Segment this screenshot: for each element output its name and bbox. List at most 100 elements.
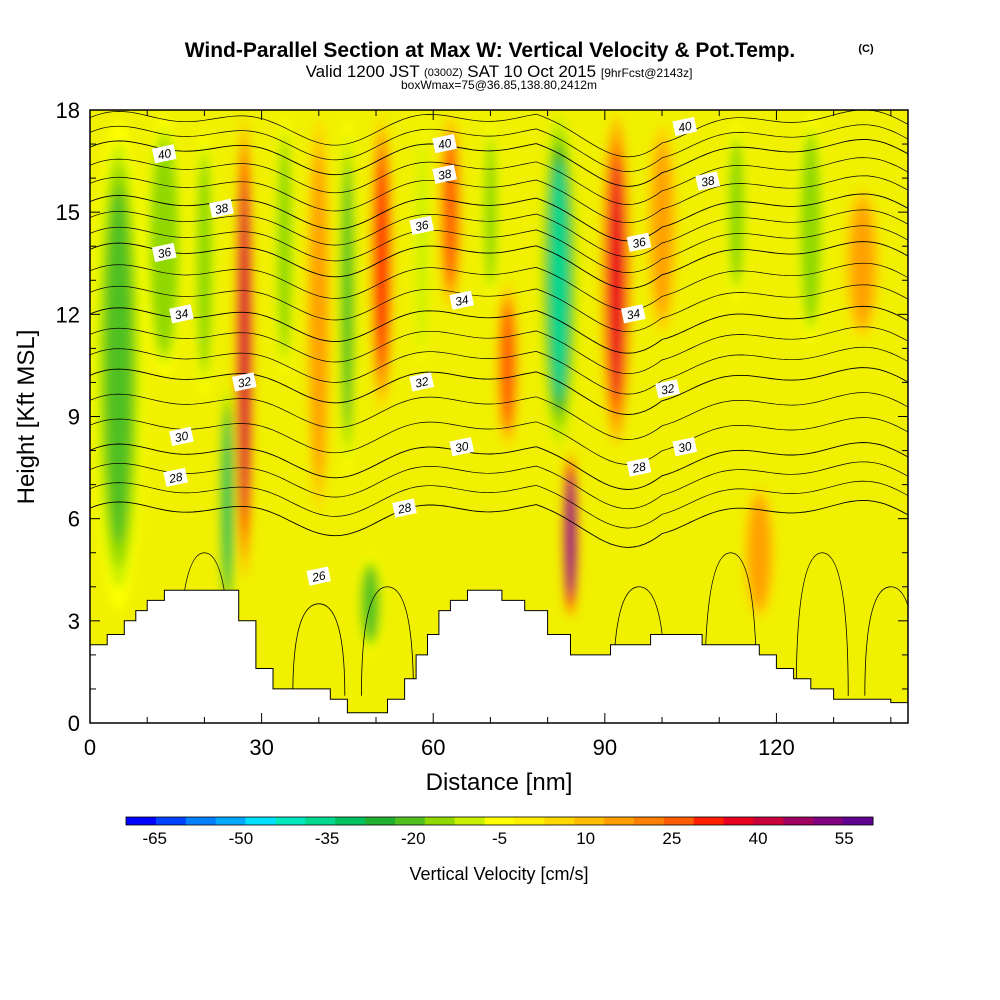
contour-label-text: 38 — [214, 200, 230, 217]
theta-contour-minor — [90, 110, 908, 158]
plot-area: 28 28 28 30 30 30 32 32 32 34 34 34 36 36 36 38 38 38 40 40… — [90, 110, 908, 723]
y-tick-label: 9 — [68, 405, 80, 430]
x-axis: 0 30 60 90 120 — [84, 110, 892, 760]
contour-label-text: 40 — [156, 146, 172, 163]
contour-label-text: 30 — [677, 439, 693, 456]
contour-label: 38 — [695, 171, 721, 191]
colorbar-swatch — [693, 817, 724, 825]
terrain — [90, 589, 908, 723]
velocity-column — [91, 119, 146, 612]
colorbar-swatch — [454, 817, 485, 825]
x-axis-label: Distance [nm] — [426, 769, 573, 796]
colorbar-swatch — [813, 817, 844, 825]
velocity-column — [191, 129, 217, 398]
x-tick-label: 120 — [758, 735, 795, 760]
colorbar-swatch — [335, 817, 366, 825]
contour-label-bg — [163, 467, 189, 487]
contour-label-text: 40 — [437, 136, 453, 153]
theta-contour-minor — [90, 225, 908, 273]
colorbar-tick-label: -35 — [315, 829, 340, 848]
contour-label-bg — [449, 437, 475, 457]
velocity-cell — [279, 150, 290, 342]
velocity-column — [647, 124, 678, 334]
colorbar-tick-label: -5 — [492, 829, 507, 848]
contour-label-text: 26 — [310, 568, 327, 585]
contour-label: 40 — [672, 116, 698, 137]
velocity-column — [480, 122, 501, 302]
velocity-cell — [501, 305, 514, 426]
theta-contour-minor — [90, 157, 908, 205]
velocity-column — [369, 115, 394, 411]
contour-label-bg — [409, 372, 435, 392]
velocity-cell — [653, 145, 671, 313]
contour-label: 30 — [169, 426, 194, 447]
contour-label-bg — [169, 426, 194, 447]
colorbar-swatch — [484, 817, 515, 825]
theta-contour-low — [704, 552, 758, 696]
contour-label-text: 34 — [454, 292, 470, 309]
chart-title: Wind-Parallel Section at Max W: Vertical… — [185, 39, 796, 62]
contour-label: 40 — [432, 133, 457, 154]
colorbar-swatch — [544, 817, 575, 825]
velocity-column — [744, 487, 775, 619]
colorbar-swatch — [126, 817, 157, 825]
contour-label-text: 36 — [414, 217, 430, 234]
colorbar-label: Vertical Velocity [cm/s] — [409, 864, 588, 884]
contour-label-text: 32 — [414, 374, 430, 391]
velocity-cell — [197, 155, 212, 371]
forecast-info: [9hrFcst@2143z] — [601, 66, 693, 80]
contour-label-bg — [432, 164, 457, 184]
contour-label-text: 36 — [631, 234, 647, 251]
velocity-column — [219, 386, 235, 617]
contour-label: 28 — [163, 467, 189, 487]
contour-label: 36 — [409, 215, 435, 235]
velocity-cell — [752, 505, 767, 601]
contour-label-text: 28 — [396, 500, 413, 517]
colorbar-tick-label: -50 — [229, 829, 254, 848]
contour-label: 36 — [151, 242, 177, 263]
theta-contour — [90, 367, 908, 415]
theta-contour-minor — [90, 124, 908, 172]
theta-contour-minor — [90, 480, 908, 529]
colorbar-swatch — [514, 817, 545, 825]
contour-label-bg — [231, 372, 257, 392]
theta-contour-minor — [90, 209, 908, 258]
colorbar-swatch — [155, 817, 187, 825]
velocity-cell — [444, 140, 457, 284]
x-tick-label: 60 — [421, 735, 445, 760]
velocity-cell — [729, 140, 744, 284]
theta-contour-minor — [90, 417, 908, 465]
theta-contour — [90, 139, 908, 187]
velocity-cell — [484, 140, 497, 284]
colorbar: -65 -50 -35 -20 -5 10 25 40 55 — [125, 816, 874, 848]
contour-label-bg — [151, 144, 177, 164]
contour-label: 34 — [620, 304, 646, 324]
velocity-cell — [105, 186, 132, 545]
contour-label-text: 34 — [625, 306, 641, 323]
velocity-column — [723, 122, 749, 302]
theta-contour-minor — [90, 346, 908, 395]
colorbar-swatch — [753, 817, 784, 825]
contour-label: 32 — [231, 372, 257, 392]
x-tick-label: 0 — [84, 735, 96, 760]
contour-label: 32 — [655, 379, 680, 399]
velocity-cell — [550, 161, 568, 400]
contour-label-text: 38 — [437, 166, 453, 183]
colorbar-swatch — [275, 817, 306, 825]
velocity-cell — [376, 155, 388, 371]
velocity-column — [795, 114, 826, 344]
contour-label: 38 — [209, 198, 234, 218]
velocity-cell — [609, 161, 624, 400]
box-wmax-info: boxWmax=75@36.85,138.80,2412m — [401, 78, 597, 92]
contour-label-bg — [655, 379, 680, 399]
velocity-column — [235, 118, 254, 578]
colorbar-tick-label: -65 — [142, 829, 167, 848]
theta-contour-minor — [90, 284, 908, 333]
colorbar-swatch — [245, 817, 276, 825]
x-tick-label: 90 — [593, 735, 617, 760]
contour-label-bg — [620, 304, 646, 324]
x-tick-label: 30 — [249, 735, 273, 760]
velocity-cell — [803, 145, 818, 313]
colorbar-swatch — [394, 817, 426, 825]
